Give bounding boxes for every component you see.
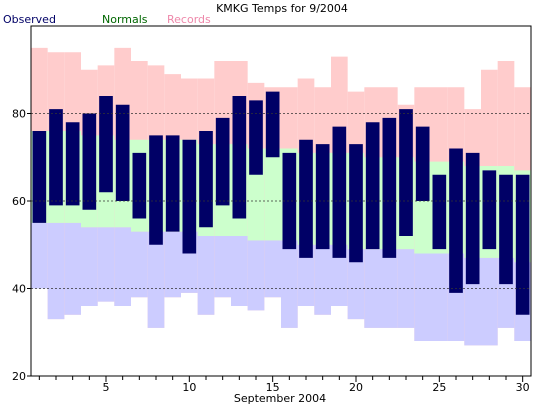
observed-bar xyxy=(315,144,330,250)
record-low-band xyxy=(114,227,131,306)
x-axis-label: September 2004 xyxy=(234,392,326,405)
record-low-band xyxy=(331,244,348,306)
record-low-band xyxy=(64,222,81,315)
x-tick-label: 5 xyxy=(103,381,110,394)
observed-bar xyxy=(299,139,313,258)
record-low-band xyxy=(431,253,448,341)
observed-bar xyxy=(232,96,247,219)
record-low-band xyxy=(264,240,281,298)
record-low-band xyxy=(397,249,415,328)
gridlines xyxy=(31,113,531,289)
x-tick-label: 20 xyxy=(349,381,363,394)
observed-bar xyxy=(249,100,263,175)
observed-bar xyxy=(365,122,380,250)
x-tick-label: 30 xyxy=(516,381,530,394)
observed-bar xyxy=(449,148,463,293)
y-tick-label: 60 xyxy=(12,195,26,208)
observed-bar xyxy=(265,91,280,158)
chart-title: KMKG Temps for 9/2004 xyxy=(216,2,348,15)
observed-bar xyxy=(132,152,147,219)
record-low-band xyxy=(214,236,231,298)
record-low-band xyxy=(81,227,98,306)
y-tick-label: 40 xyxy=(12,283,26,296)
record-low-band xyxy=(97,227,115,302)
legend-records: Records xyxy=(167,13,211,26)
observed-bar xyxy=(65,122,80,206)
observed-bar xyxy=(499,174,513,285)
observed-bar xyxy=(515,174,530,315)
observed-bar xyxy=(215,117,230,206)
observed-bar xyxy=(115,104,130,201)
x-tick-label: 15 xyxy=(266,381,280,394)
observed-bar xyxy=(182,139,197,254)
record-low-band xyxy=(481,257,498,346)
record-low-band xyxy=(381,249,398,328)
record-low-band xyxy=(281,240,298,328)
observed-bar xyxy=(282,152,297,250)
observed-bar xyxy=(465,152,480,285)
x-tick-label: 25 xyxy=(432,381,446,394)
record-low-band xyxy=(231,236,248,306)
record-low-band xyxy=(131,231,148,298)
record-low-band xyxy=(347,249,365,320)
record-low-band xyxy=(414,253,431,341)
normal-band xyxy=(264,148,281,241)
record-low-band xyxy=(314,244,331,315)
observed-bar xyxy=(482,170,497,250)
y-tick-label: 20 xyxy=(12,370,26,383)
legend-observed: Observed xyxy=(3,13,56,26)
record-low-band xyxy=(147,231,165,328)
observed-bar xyxy=(382,117,397,258)
observed-bar xyxy=(432,174,447,250)
record-low-band xyxy=(297,244,315,306)
record-low-band xyxy=(164,231,181,298)
observed-bar xyxy=(165,135,180,232)
observed-bar xyxy=(399,109,413,236)
plot-area xyxy=(31,47,531,346)
record-low-band xyxy=(47,222,65,320)
y-tick-label: 80 xyxy=(12,108,26,121)
observed-bar xyxy=(199,131,213,228)
record-low-band xyxy=(247,240,265,311)
observed-bar xyxy=(332,126,347,258)
observed-bar xyxy=(32,131,47,223)
observed-bar xyxy=(149,135,163,245)
x-tick-label: 10 xyxy=(182,381,196,394)
observed-bar xyxy=(82,113,97,210)
observed-bar xyxy=(415,126,430,201)
record-low-band xyxy=(197,236,215,315)
observed-bar xyxy=(99,96,113,193)
observed-bar xyxy=(49,109,63,206)
record-low-band xyxy=(31,222,48,289)
observed-bar xyxy=(349,144,363,263)
legend-normals: Normals xyxy=(102,13,148,26)
axes: 20 40 60 80 5 10 15 20 25 30 xyxy=(12,108,530,395)
